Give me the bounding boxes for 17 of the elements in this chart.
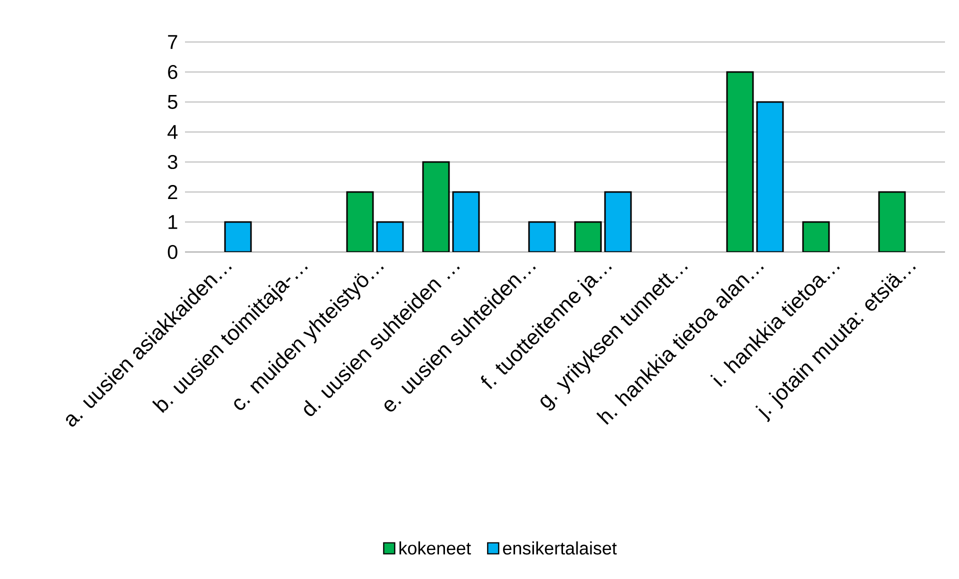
bar (878, 191, 906, 252)
y-tick-label: 2 (168, 185, 178, 199)
y-tick-label: 1 (168, 215, 178, 229)
y-tick-label: 0 (168, 244, 178, 260)
bar (422, 161, 450, 252)
legend-label: kokeneet (400, 541, 471, 555)
legend-label: ensikertalaiset (503, 541, 617, 555)
y-tick-label: 7 (168, 35, 178, 49)
y-tick-label: 6 (168, 64, 178, 80)
bar (756, 101, 784, 252)
bar (346, 191, 374, 252)
y-tick-label: 3 (168, 154, 178, 170)
bar (604, 191, 632, 252)
y-tick-label: 5 (168, 95, 178, 109)
y-tick-label: 4 (168, 125, 178, 139)
bar (726, 71, 754, 252)
bar (452, 191, 480, 252)
